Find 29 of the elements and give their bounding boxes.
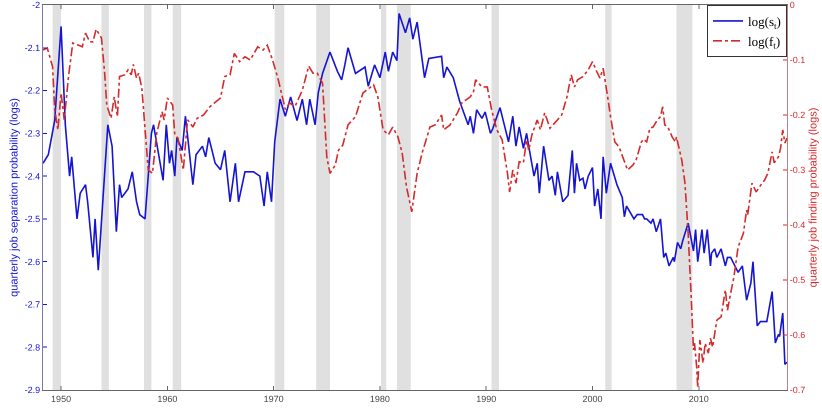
legend-label: log(s$_{t}$): [748, 14, 781, 31]
y-tick-label: -2.6: [24, 256, 40, 267]
x-tick-label: 1980: [370, 394, 390, 404]
y-tick-label: -2.8: [24, 342, 40, 352]
y-tick-label: -2.1: [24, 42, 40, 53]
y2-tick-label: -0.2: [790, 110, 806, 120]
y-tick-label: -2.5: [24, 214, 40, 224]
x-tick-label: 1950: [51, 394, 72, 404]
y2-tick-label: -0.7: [790, 385, 806, 396]
y2-tick-label: 0: [790, 0, 795, 10]
y2-tick-label: -0.6: [790, 330, 806, 340]
y-tick-label: -2.9: [24, 385, 40, 396]
y-axis-title: quarterly job separation probability (logs): [8, 98, 20, 297]
y-tick-label: -2.4: [24, 171, 40, 182]
y2-tick-label: -0.4: [790, 220, 806, 230]
legend-label: log(f$_{t}$): [748, 34, 780, 51]
x-tick-label: 2010: [688, 394, 709, 404]
y-tick-label: -2.2: [24, 86, 40, 96]
x-tick-label: 1960: [157, 394, 178, 404]
y2-tick-label: -0.1: [790, 55, 806, 66]
y2-axis-title: quarterly job finding probability (logs): [808, 108, 820, 288]
y-tick-label: -2: [32, 0, 40, 10]
x-tick-label: 1970: [264, 394, 284, 404]
y-tick-label: -2.7: [24, 300, 40, 310]
y2-tick-label: -0.5: [790, 275, 806, 286]
x-tick-label: 1990: [476, 394, 496, 404]
x-tick-label: 2000: [582, 394, 603, 404]
y-tick-label: -2.3: [24, 128, 40, 138]
y2-tick-label: -0.3: [790, 165, 806, 176]
